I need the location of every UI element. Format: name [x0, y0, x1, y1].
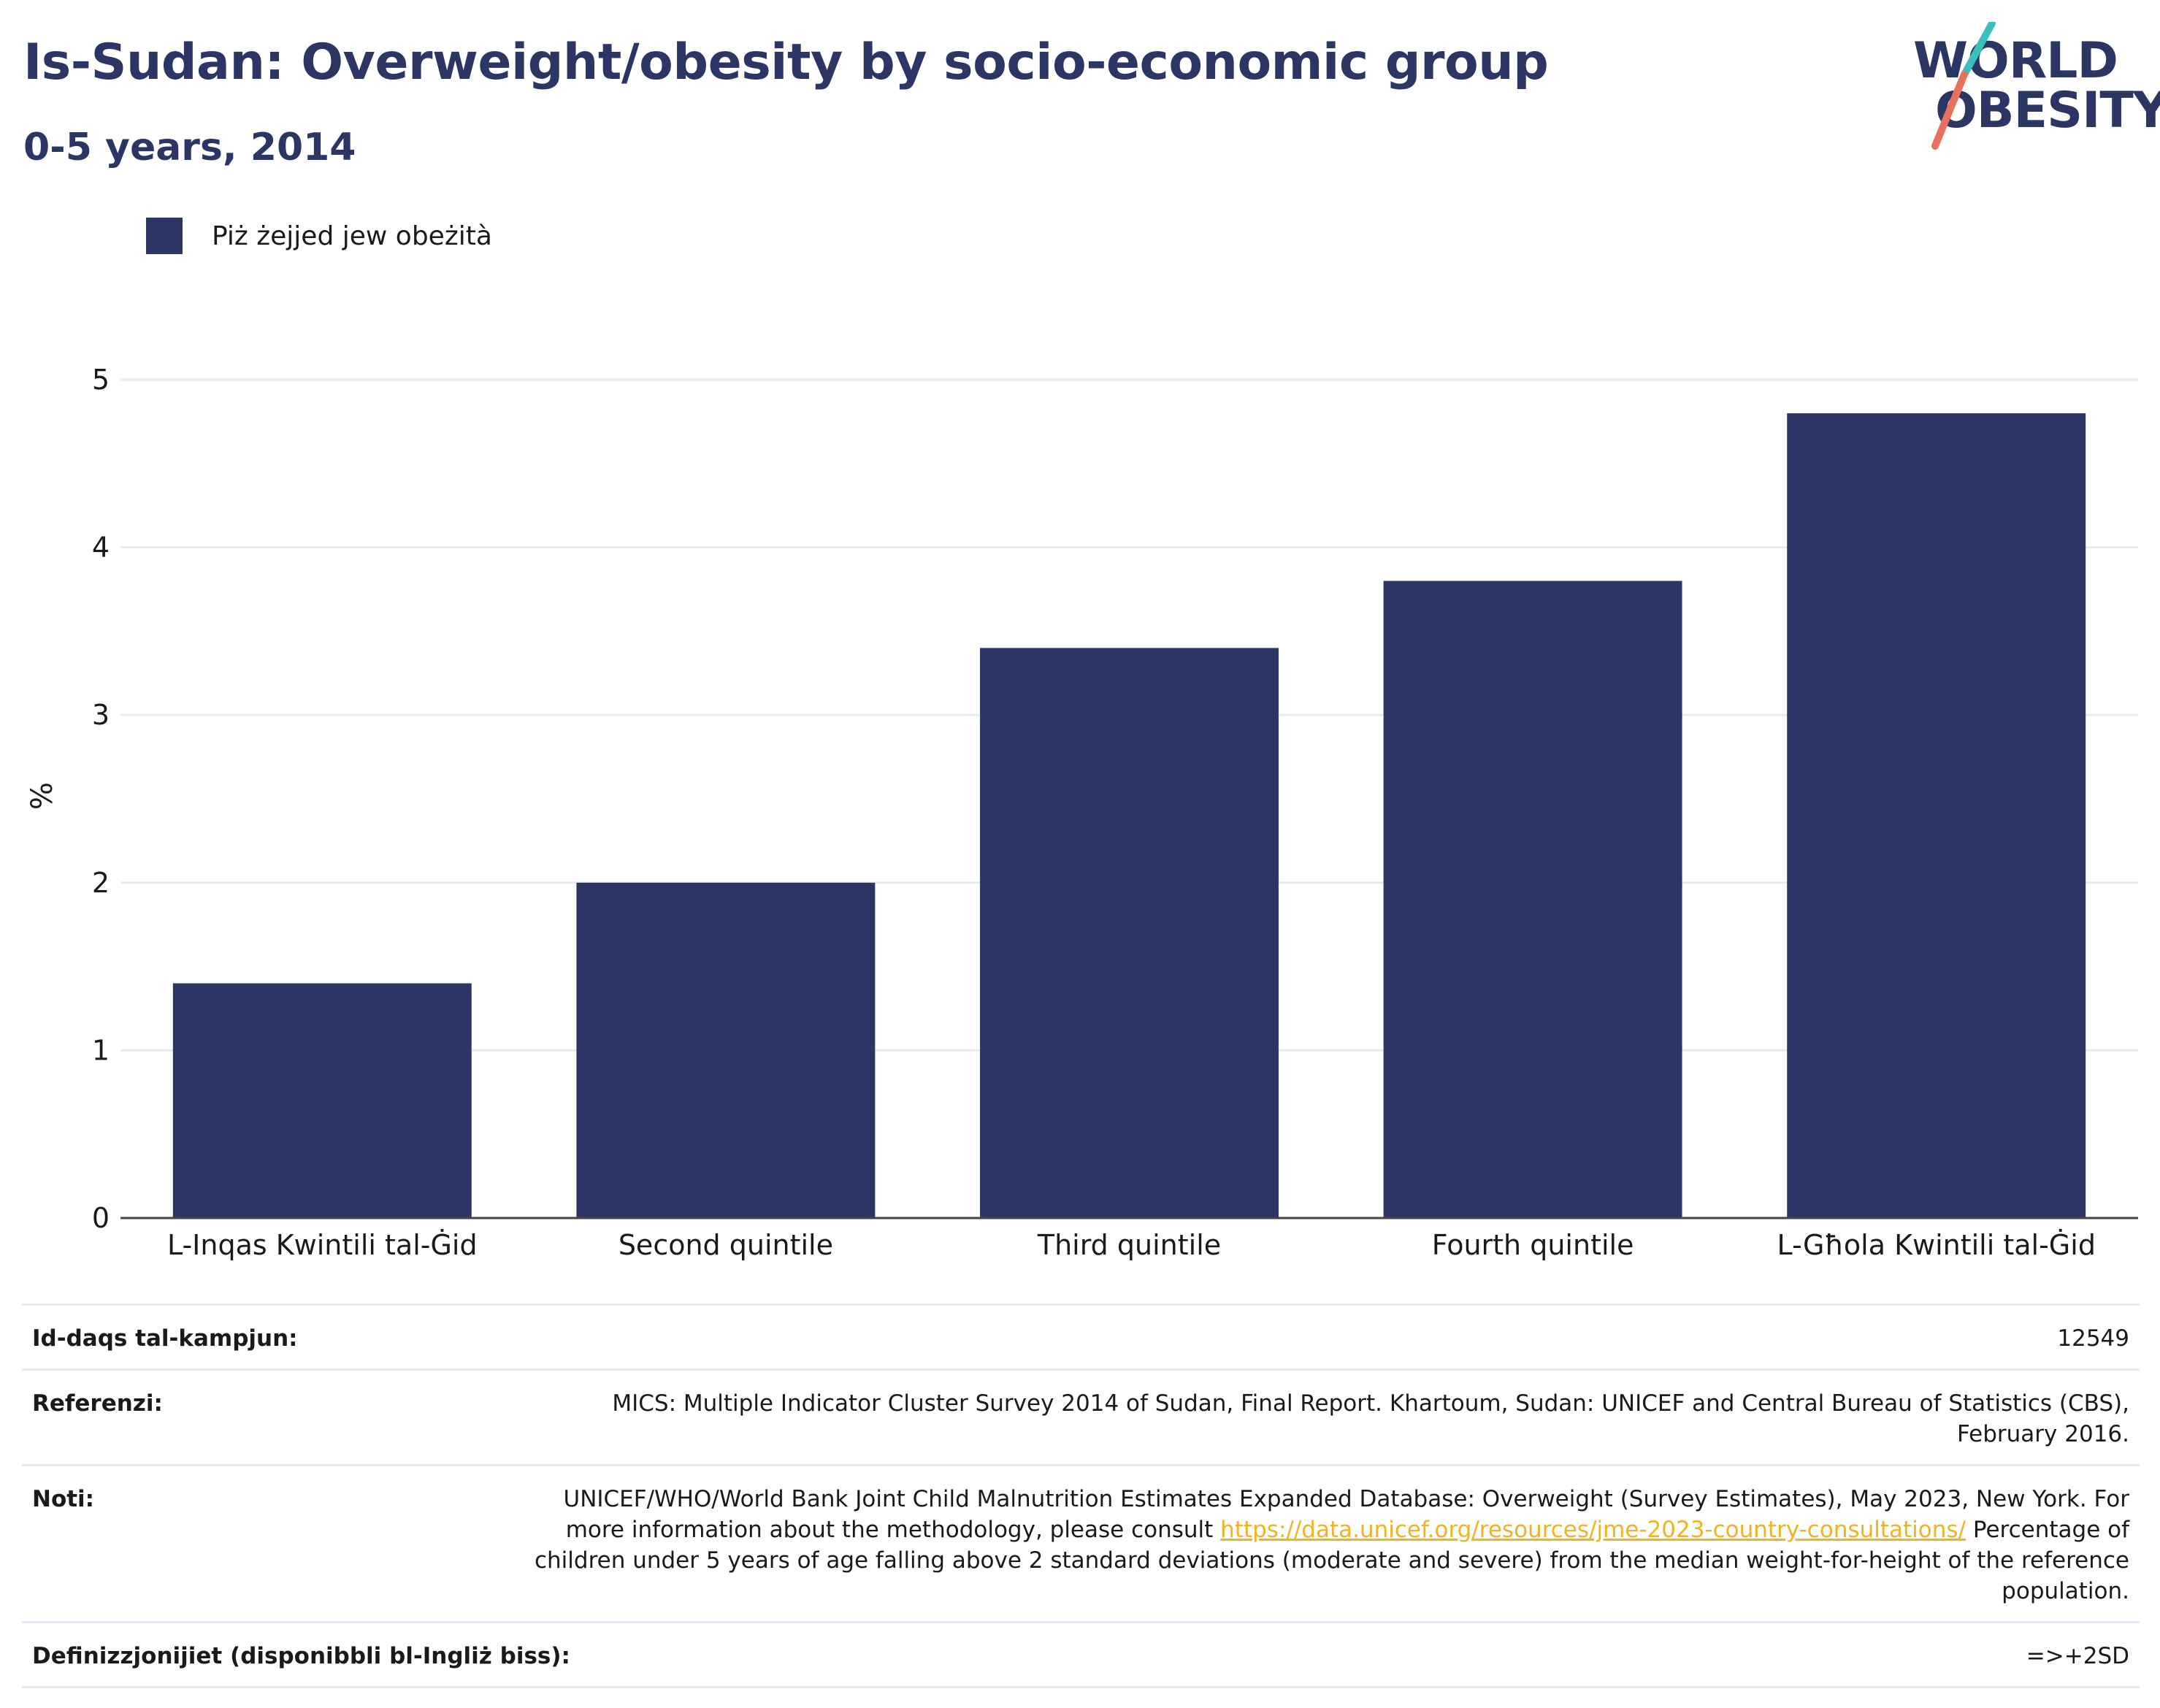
- x-tick-label: L-Inqas Kwintili tal-Ġid: [167, 1229, 478, 1261]
- info-row-notes: Noti: UNICEF/WHO/World Bank Joint Child …: [22, 1464, 2140, 1621]
- chart-legend: Piż żejjed jew obeżità: [146, 218, 492, 254]
- notes-text-after: Percentage of children under 5 years of …: [534, 1517, 2129, 1604]
- sample-size-label: Id-daqs tal-kampjun:: [32, 1325, 298, 1352]
- info-row-definitions: Definizzjonijiet (disponibbli bl-Ingliż …: [22, 1621, 2140, 1688]
- notes-value: UNICEF/WHO/World Bank Joint Child Malnut…: [508, 1484, 2129, 1606]
- definitions-value: =>+2SD: [2026, 1643, 2129, 1669]
- notes-text-before: UNICEF/WHO/World Bank Joint Child Malnut…: [563, 1486, 2130, 1543]
- definitions-label: Definizzjonijiet (disponibbli bl-Ingliż …: [32, 1643, 570, 1669]
- y-tick-label: 0: [92, 1202, 110, 1234]
- bar-chart: 0 1 2 3 4 5 L-Inqas Kwintili tal-Ġid Second qui…: [92, 364, 2138, 1261]
- world-obesity-logo: WORLD OBESITY: [1906, 22, 2160, 157]
- bar: [980, 648, 1279, 1218]
- y-tick-label: 4: [92, 532, 110, 564]
- bar: [172, 983, 472, 1218]
- bar: [1383, 581, 1682, 1218]
- logo-text-world: WORLD: [1913, 32, 2118, 90]
- info-table: Id-daqs tal-kampjun: 12549 Referenzi: MI…: [22, 1303, 2140, 1688]
- x-tick-label: Second quintile: [618, 1229, 833, 1261]
- references-label: Referenzi:: [32, 1390, 163, 1417]
- methodology-link[interactable]: https://data.unicef.org/resources/jme-20…: [1220, 1517, 1966, 1543]
- bar: [576, 882, 876, 1218]
- sample-size-value: 12549: [2057, 1325, 2129, 1352]
- logo-text-obesity: OBESITY: [1935, 82, 2160, 139]
- y-tick-label: 3: [92, 699, 110, 731]
- legend-swatch: [146, 218, 183, 254]
- bar: [1787, 413, 2086, 1219]
- x-tick-label: Third quintile: [1037, 1229, 1221, 1261]
- y-tick-label: 5: [92, 364, 110, 396]
- x-tick-label: Fourth quintile: [1432, 1229, 1634, 1261]
- legend-label: Piż żejjed jew obeżità: [212, 221, 492, 251]
- info-row-sample-size: Id-daqs tal-kampjun: 12549: [22, 1303, 2140, 1368]
- chart-title: Is-Sudan: Overweight/obesity by socio-ec…: [23, 34, 1549, 91]
- notes-label: Noti:: [32, 1486, 95, 1512]
- y-tick-label: 2: [92, 867, 110, 899]
- logo-slash-icon: [1931, 22, 1996, 150]
- references-value: MICS: Multiple Indicator Cluster Survey …: [612, 1390, 2129, 1447]
- x-tick-label: L-Għola Kwintili tal-Ġid: [1777, 1229, 2096, 1261]
- y-tick-label: 1: [92, 1034, 110, 1066]
- chart-subtitle: 0-5 years, 2014: [23, 126, 356, 169]
- info-row-references: Referenzi: MICS: Multiple Indicator Clus…: [22, 1368, 2140, 1464]
